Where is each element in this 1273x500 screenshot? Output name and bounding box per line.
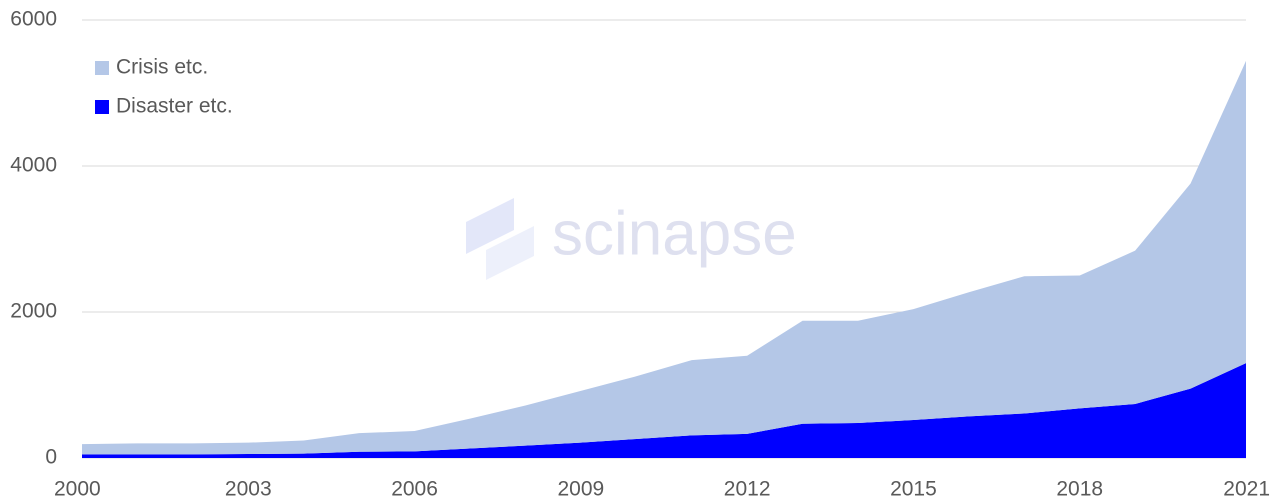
y-tick-label: 4000 [10,154,57,177]
x-tick-label: 2021 [1223,478,1270,500]
x-tick-label: 2003 [225,478,272,500]
area [82,60,1246,455]
legend-label: Disaster etc. [116,95,233,118]
x-tick-label: 2018 [1056,478,1103,500]
x-tick-label: 2006 [391,478,438,500]
x-tick-label: 2012 [724,478,771,500]
x-tick-label: 2000 [54,478,101,500]
x-tick-label: 2009 [557,478,604,500]
x-tick-label: 2015 [890,478,937,500]
y-tick-label: 6000 [10,8,57,31]
legend-label: Crisis etc. [116,56,208,79]
y-tick-label: 0 [45,446,57,469]
legend-swatch [95,100,109,114]
watermark-logo [466,198,534,280]
legend-swatch [95,61,109,75]
y-tick-label: 2000 [10,300,57,323]
watermark: scinapse [552,199,797,268]
area [82,363,1246,458]
